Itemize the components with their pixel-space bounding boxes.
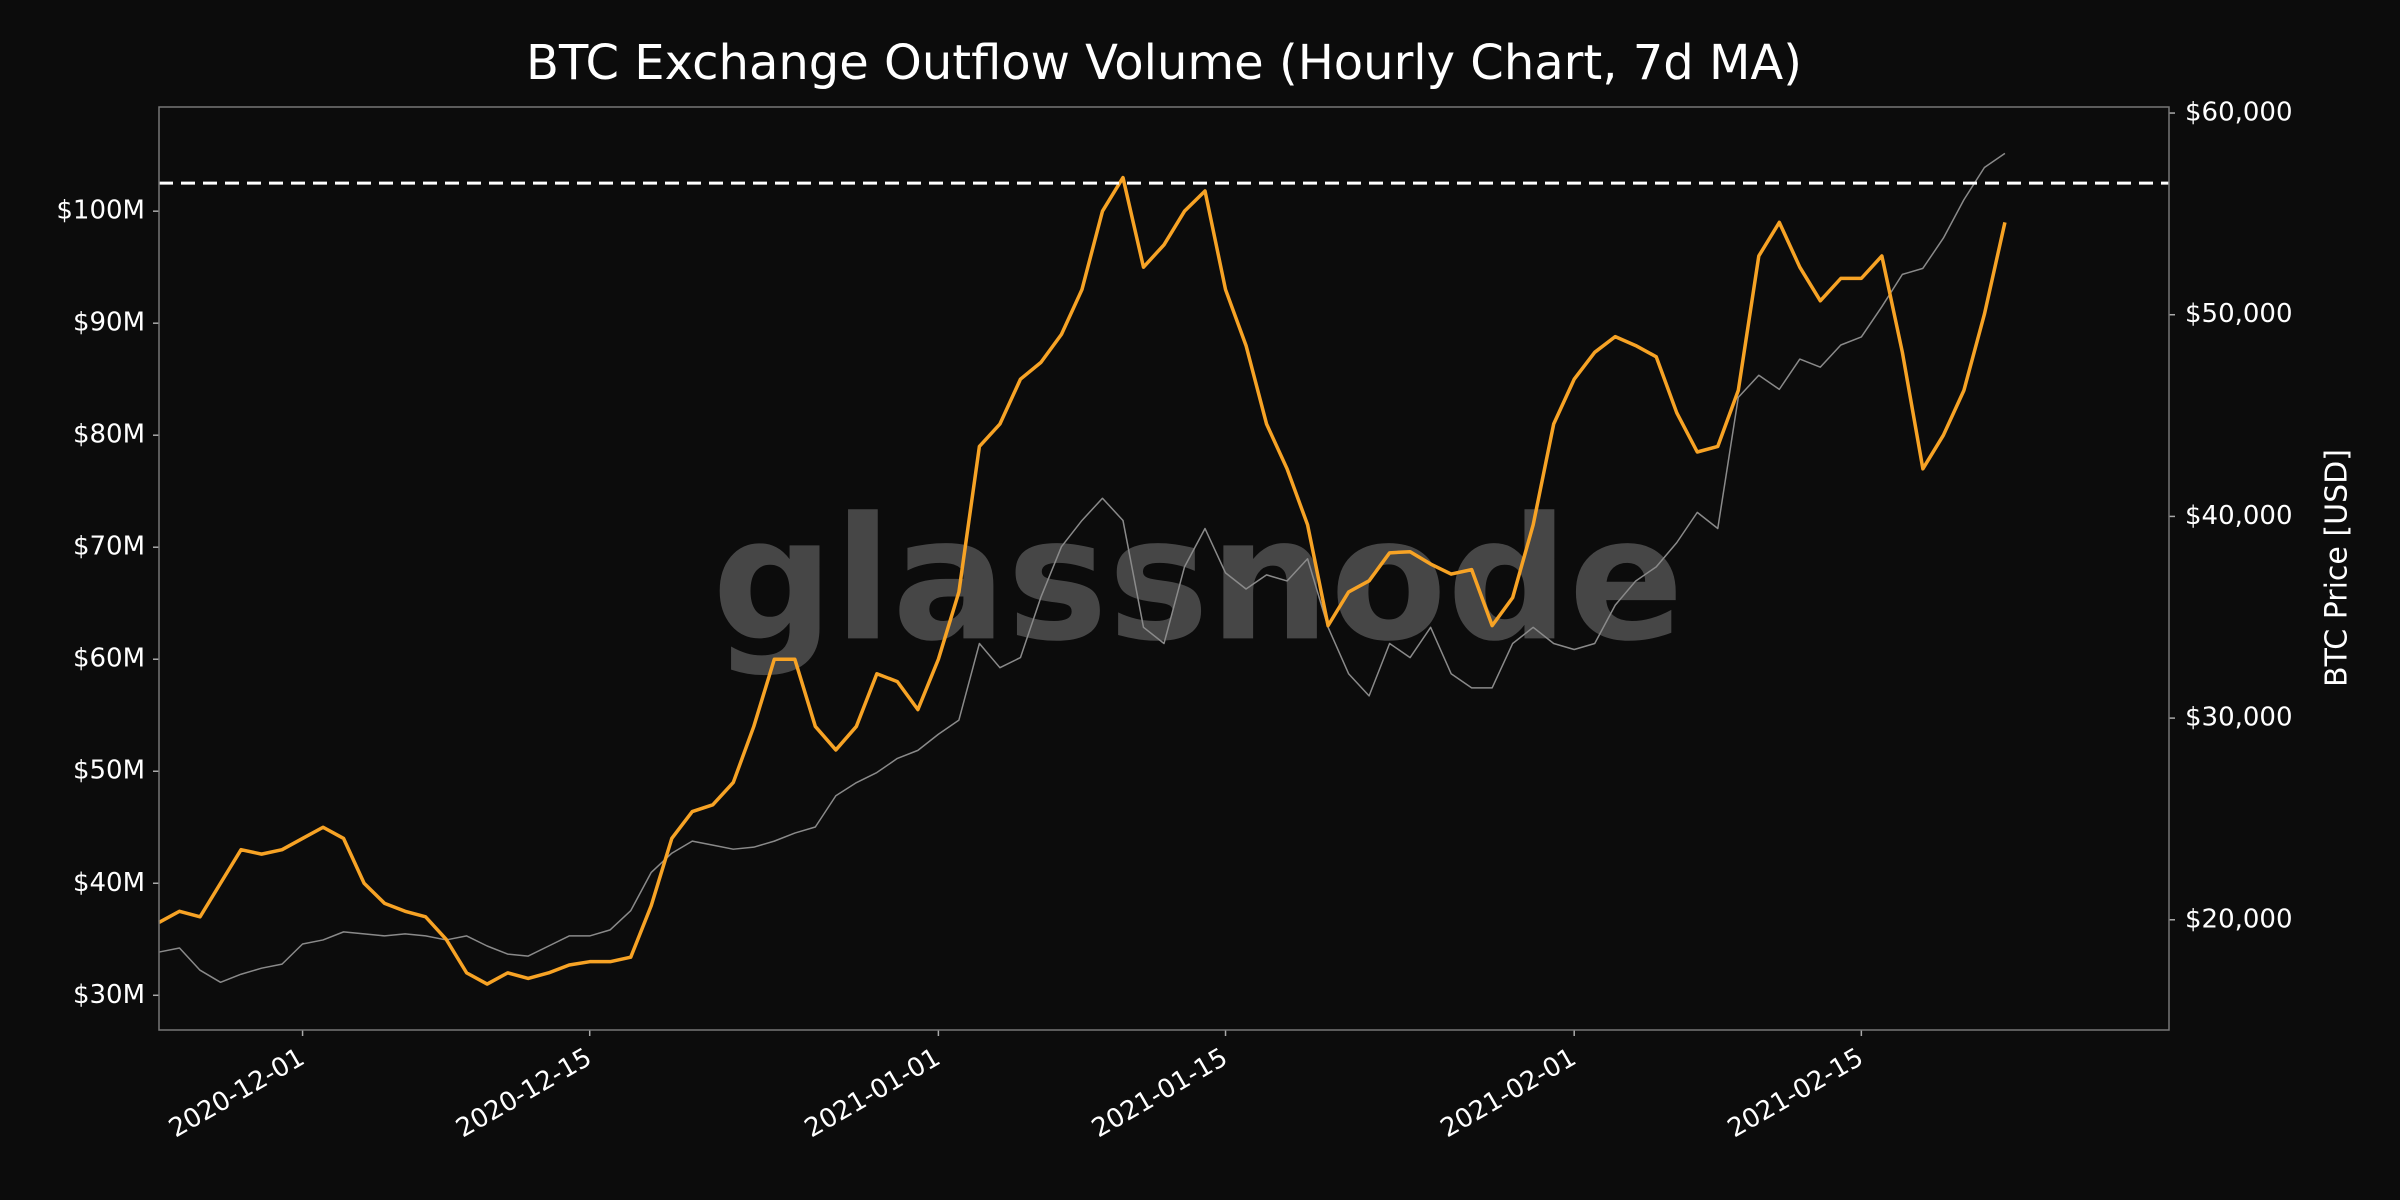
y-tick-label: $40M	[73, 868, 145, 898]
y-tick-label: $100M	[56, 196, 145, 226]
watermark: glassnode	[712, 481, 1684, 679]
y-tick-label: $60M	[73, 644, 145, 674]
y2-axis-label: BTC Price [USD]	[2320, 449, 2355, 687]
y2-tick-label: $40,000	[2185, 501, 2293, 531]
plot-frame	[158, 106, 2170, 1031]
chart-title: BTC Exchange Outflow Volume (Hourly Char…	[526, 35, 1802, 91]
y2-tick-label: $20,000	[2185, 904, 2293, 934]
y2-tick-label: $60,000	[2185, 98, 2293, 128]
y2-tick-label: $30,000	[2185, 703, 2293, 733]
y-tick-label: $30M	[73, 980, 145, 1010]
y-tick-label: $80M	[73, 420, 145, 450]
y-tick-label: $50M	[73, 756, 145, 786]
series-line	[158, 152, 2006, 984]
y-tick-label: $90M	[73, 308, 145, 338]
y-tick-label: $70M	[73, 532, 145, 562]
y2-tick-label: $50,000	[2185, 299, 2293, 329]
series-line	[158, 175, 2007, 986]
